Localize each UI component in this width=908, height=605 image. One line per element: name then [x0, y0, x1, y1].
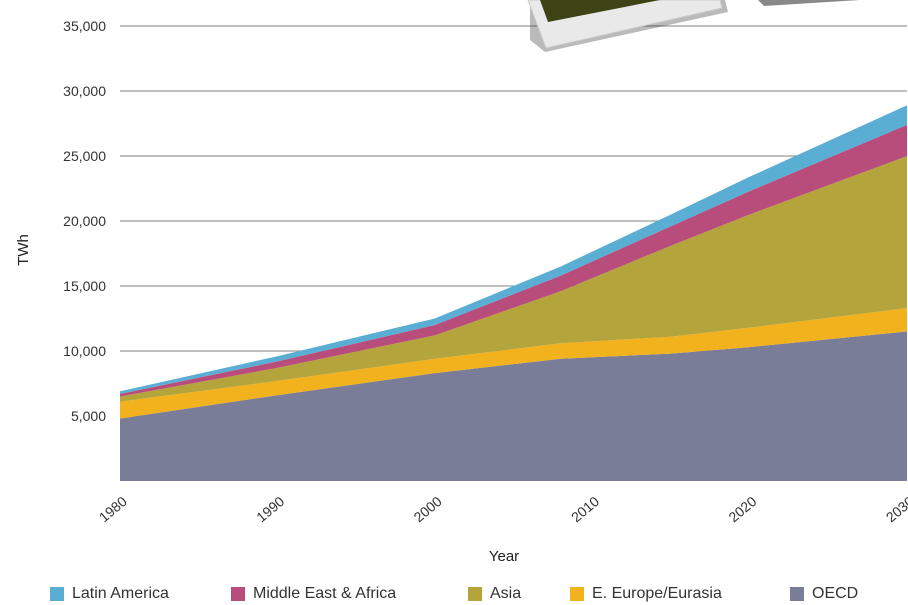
- area-e-europe-eurasia: [120, 308, 907, 419]
- legend-label: E. Europe/Eurasia: [592, 585, 722, 602]
- x-tick-label: 2030: [883, 493, 908, 525]
- legend-swatch: [468, 587, 482, 601]
- x-tick-label: 2020: [725, 493, 759, 525]
- legend-item-middle-east-africa: Middle East & Africa: [231, 583, 396, 605]
- x-tick-label: 2000: [411, 493, 445, 525]
- legend-item-latin-america: Latin America: [50, 583, 169, 605]
- legend-swatch: [790, 587, 804, 601]
- y-tick-label: 10,000: [63, 343, 106, 359]
- legend-swatch: [50, 587, 64, 601]
- area-oecd: [120, 331, 907, 481]
- y-tick-label: 25,000: [63, 148, 106, 164]
- x-tick-label: 1980: [96, 493, 130, 525]
- legend-item-asia: Asia: [468, 583, 521, 605]
- y-tick-labels: 5,000 10,000 15,000 20,000 25,000 30,000 35,00…: [63, 18, 106, 424]
- x-axis-label: Year: [489, 548, 519, 565]
- legend: Latin America Middle East & Africa Asia E. …: [0, 583, 908, 605]
- y-tick-label: 35,000: [63, 18, 106, 34]
- x-tick-label: 1990: [253, 493, 287, 525]
- legend-label: Latin America: [72, 585, 169, 602]
- legend-item-oecd: OECD: [790, 583, 858, 605]
- legend-label: OECD: [812, 585, 859, 602]
- legend-item-e-europe-eurasia: E. Europe/Eurasia: [570, 583, 722, 605]
- area-layer: [120, 105, 907, 481]
- legend-label: Asia: [490, 585, 522, 602]
- decorative-photo-overlay: [527, 0, 860, 52]
- legend-label: Middle East & Africa: [253, 585, 397, 602]
- legend-swatch: [231, 587, 245, 601]
- y-axis-label: TWh: [15, 234, 32, 266]
- y-tick-label: 30,000: [63, 83, 106, 99]
- x-tick-label: 2010: [568, 493, 602, 525]
- y-tick-label: 5,000: [71, 408, 106, 424]
- y-tick-label: 15,000: [63, 278, 106, 294]
- x-tick-labels: 1980 1990 2000 2010 2020 2030: [96, 493, 908, 525]
- y-tick-label: 20,000: [63, 213, 106, 229]
- legend-swatch: [570, 587, 584, 601]
- area-asia: [120, 156, 907, 402]
